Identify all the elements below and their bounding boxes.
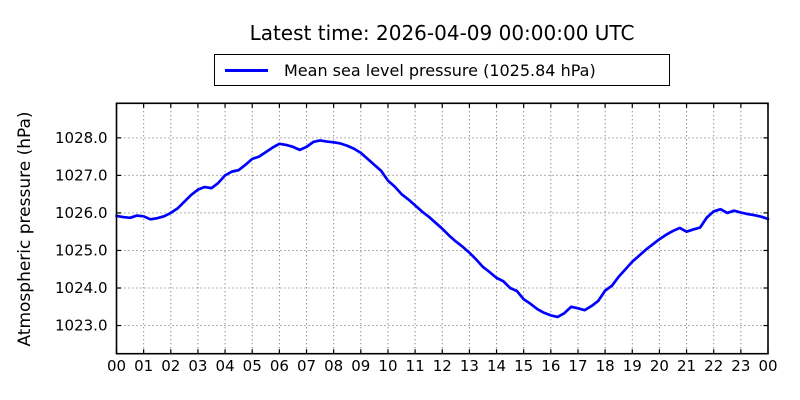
pressure-series-line <box>115 139 770 319</box>
x-tick-label: 23 <box>731 357 750 375</box>
x-tick-label: 11 <box>406 357 425 375</box>
x-tick-label: 02 <box>161 357 180 375</box>
y-tick-label: 1028.0 <box>55 129 108 147</box>
x-tick-label: 18 <box>596 357 615 375</box>
x-tick-label: 17 <box>568 357 587 375</box>
x-tick-label: 09 <box>351 357 370 375</box>
x-tick-label: 22 <box>704 357 723 375</box>
x-tick-label: 00 <box>758 357 777 375</box>
x-tick-label: 10 <box>378 357 397 375</box>
x-tick-label: 03 <box>188 357 207 375</box>
x-tick-label: 08 <box>324 357 343 375</box>
legend-line-sample <box>225 68 268 72</box>
y-tick-label: 1027.0 <box>55 166 108 184</box>
x-tick-label: 15 <box>514 357 533 375</box>
x-tick-label: 16 <box>541 357 560 375</box>
x-tick-label: 13 <box>460 357 479 375</box>
y-tick-label: 1026.0 <box>55 204 108 222</box>
x-tick-label: 07 <box>297 357 316 375</box>
axes-border <box>115 102 769 355</box>
chart-title: Latest time: 2026-04-09 00:00:00 UTC <box>249 21 635 45</box>
y-tick-label: 1025.0 <box>55 241 108 259</box>
x-tick-label: 00 <box>107 357 126 375</box>
x-tick-label: 21 <box>677 357 696 375</box>
legend-label: Mean sea level pressure (1025.84 hPa) <box>284 60 596 80</box>
x-tick-label: 04 <box>216 357 235 375</box>
x-tick-label: 19 <box>623 357 642 375</box>
y-tick-label: 1023.0 <box>55 317 108 335</box>
x-tick-label: 14 <box>487 357 506 375</box>
x-tick-label: 05 <box>243 357 262 375</box>
x-tick-label: 01 <box>134 357 153 375</box>
x-tick-label: 06 <box>270 357 289 375</box>
y-tick-label: 1024.0 <box>55 279 108 297</box>
legend: Mean sea level pressure (1025.84 hPa) <box>214 54 670 86</box>
x-tick-label: 20 <box>650 357 669 375</box>
x-tick-label: 12 <box>433 357 452 375</box>
